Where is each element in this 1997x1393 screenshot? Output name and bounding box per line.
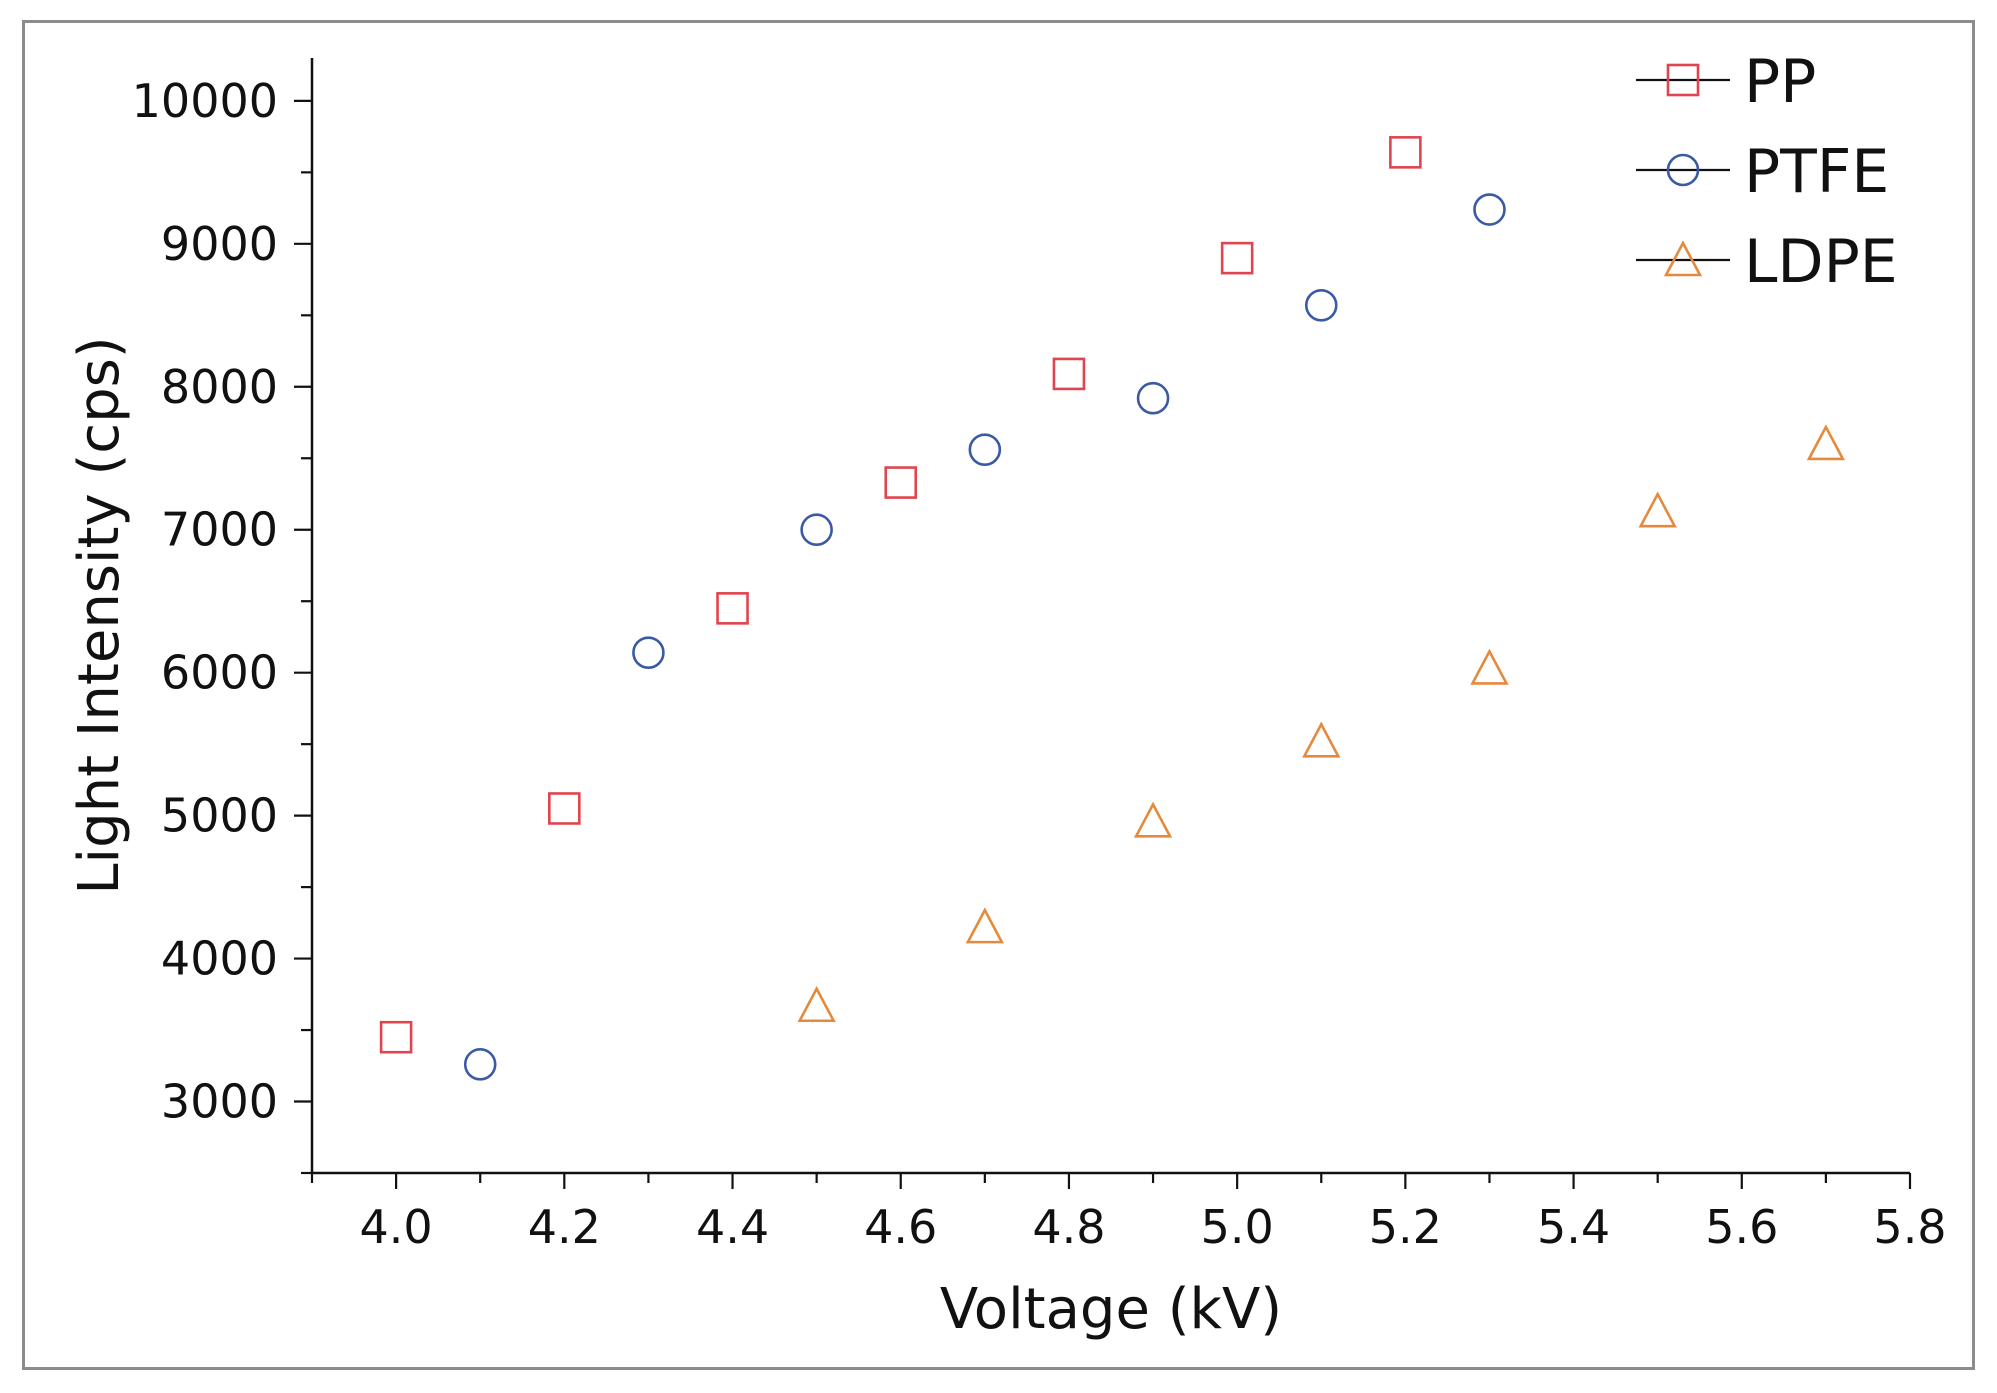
data-point-ldpe	[1806, 424, 1846, 461]
series-ldpe	[797, 424, 1846, 1023]
legend-label: PTFE	[1744, 137, 1889, 207]
tick-labels: 4.0 4.2 4.4 4.6 4.8 5.0 5.2 5.4 5.6 5.8 3000 4000 50…	[132, 74, 1947, 1254]
x-tick-label: 4.4	[696, 1200, 769, 1254]
x-tick-label: 4.6	[864, 1200, 937, 1254]
legend-label: LDPE	[1744, 227, 1898, 297]
data-point-ptfe	[800, 513, 833, 547]
x-tick-label: 4.2	[528, 1200, 601, 1254]
x-tick-label: 5.0	[1201, 1200, 1274, 1254]
y-tick-label: 9000	[161, 217, 278, 271]
data-point-pp	[548, 792, 581, 825]
data-point-pp	[716, 592, 749, 625]
data-points	[379, 136, 1846, 1081]
x-tick-label: 4.0	[360, 1200, 433, 1254]
data-point-pp	[379, 1020, 413, 1054]
x-tick-label: 4.8	[1032, 1200, 1105, 1254]
series-pp	[379, 136, 1422, 1054]
legend-item-ldpe: LDPE	[1636, 227, 1898, 297]
data-point-pp	[1220, 241, 1254, 275]
data-point-ldpe	[797, 985, 836, 1023]
data-point-pp	[884, 466, 918, 499]
data-point-ldpe	[1133, 801, 1173, 838]
legend: PP PTFE LDPE	[1636, 47, 1898, 297]
x-tick-label: 5.4	[1537, 1200, 1610, 1254]
data-point-ptfe	[1304, 289, 1338, 322]
legend-item-pp: PP	[1636, 47, 1816, 117]
y-tick-label: 6000	[161, 646, 278, 700]
legend-item-ptfe: PTFE	[1636, 137, 1889, 207]
data-point-ptfe	[968, 433, 1002, 466]
data-point-ldpe	[1470, 648, 1509, 685]
data-point-ldpe	[1302, 721, 1341, 758]
axes	[294, 58, 1912, 1189]
data-point-pp	[1052, 357, 1086, 391]
y-tick-label: 5000	[161, 789, 278, 843]
chart-frame	[22, 20, 1975, 1370]
y-tick-label: 3000	[161, 1075, 278, 1129]
x-axis-title: Voltage (kV)	[940, 1277, 1282, 1342]
legend-marker	[1663, 240, 1703, 277]
data-point-pp	[1389, 136, 1422, 169]
y-tick-label: 7000	[161, 503, 278, 557]
y-tick-label: 4000	[161, 932, 278, 986]
data-point-ptfe	[1473, 193, 1506, 226]
y-tick-label: 10000	[132, 74, 278, 128]
data-point-ldpe	[965, 907, 1005, 944]
data-point-ptfe	[1136, 381, 1170, 415]
data-point-ldpe	[1638, 491, 1677, 528]
legend-label: PP	[1744, 47, 1816, 117]
x-tick-label: 5.8	[1873, 1200, 1946, 1254]
data-point-ptfe	[463, 1048, 497, 1081]
legend-marker	[1666, 63, 1700, 97]
y-tick-label: 8000	[161, 360, 278, 414]
data-point-ptfe	[632, 636, 665, 669]
legend-marker	[1666, 153, 1700, 187]
series-ptfe	[463, 193, 1506, 1081]
y-axis-title: Light Intensity (cps)	[67, 336, 132, 894]
x-tick-label: 5.6	[1705, 1200, 1778, 1254]
x-tick-label: 5.2	[1369, 1200, 1442, 1254]
